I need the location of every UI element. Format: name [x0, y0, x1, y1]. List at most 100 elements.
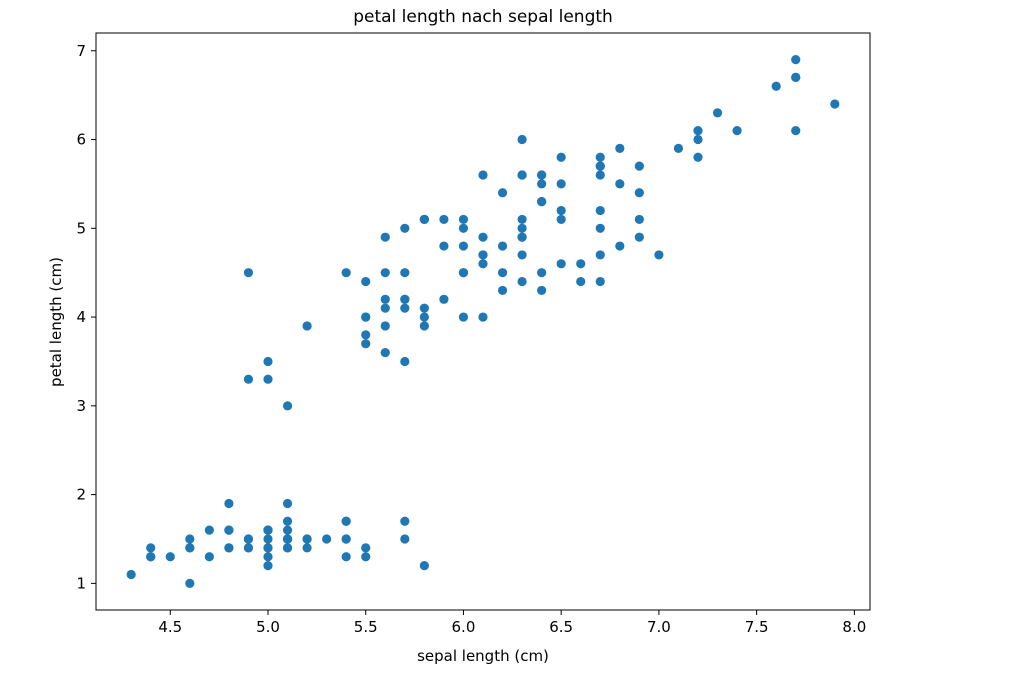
- data-point: [380, 347, 390, 358]
- data-point: [693, 126, 703, 136]
- data-point: [380, 321, 390, 331]
- data-point: [634, 232, 644, 242]
- y-tick-label: 6: [76, 131, 86, 149]
- data-point: [556, 179, 566, 189]
- data-point: [537, 197, 547, 207]
- data-point: [146, 552, 156, 562]
- data-point: [517, 134, 527, 145]
- data-point: [302, 534, 312, 544]
- data-point: [478, 312, 488, 322]
- data-point: [400, 303, 410, 313]
- data-point: [517, 250, 527, 260]
- data-point: [380, 294, 390, 304]
- data-point: [243, 543, 254, 553]
- data-point: [282, 498, 293, 509]
- data-point: [517, 214, 527, 225]
- data-point: [400, 516, 410, 526]
- data-point: [595, 170, 605, 180]
- data-point: [576, 259, 586, 269]
- data-point: [693, 152, 703, 162]
- x-tick-label: 6.0: [452, 618, 476, 636]
- data-point: [282, 401, 293, 411]
- data-point: [595, 161, 605, 171]
- data-point: [497, 241, 508, 251]
- data-point: [537, 179, 547, 189]
- data-point: [282, 543, 293, 553]
- y-tick-label: 7: [76, 42, 86, 60]
- data-point: [282, 525, 293, 535]
- data-point: [771, 81, 781, 91]
- data-point: [537, 170, 547, 180]
- data-point: [224, 498, 234, 509]
- data-point: [263, 552, 273, 562]
- data-point: [419, 214, 429, 225]
- data-point: [341, 552, 351, 562]
- chart-title: petal length nach sepal length: [353, 7, 613, 27]
- data-point: [595, 276, 605, 287]
- data-point: [556, 214, 566, 225]
- data-point: [165, 552, 175, 562]
- plot-area-frame: [95, 32, 871, 611]
- data-point: [458, 268, 469, 278]
- data-point: [458, 214, 469, 225]
- data-point: [400, 356, 410, 367]
- y-axis-ticks: 1 2 3 4 5 6 7: [76, 42, 96, 592]
- data-point: [517, 276, 527, 287]
- data-point: [478, 232, 488, 242]
- data-point: [282, 534, 293, 544]
- data-point: [537, 268, 547, 278]
- data-point: [693, 134, 703, 145]
- data-point: [634, 161, 644, 171]
- data-point: [497, 188, 508, 198]
- y-tick-label: 4: [76, 308, 86, 326]
- data-point: [185, 578, 195, 588]
- data-point: [439, 241, 449, 251]
- data-point: [517, 223, 527, 233]
- y-tick-label: 5: [76, 219, 86, 237]
- data-point: [732, 126, 742, 136]
- data-point: [419, 561, 429, 571]
- data-point: [302, 321, 312, 331]
- data-point: [576, 276, 586, 287]
- data-point: [458, 312, 469, 322]
- data-point: [380, 232, 390, 242]
- x-tick-label: 7.0: [647, 618, 671, 636]
- data-point: [673, 143, 684, 153]
- data-point: [204, 552, 214, 562]
- data-point: [224, 525, 234, 535]
- data-point: [185, 534, 195, 544]
- data-point: [615, 241, 625, 251]
- data-point: [361, 312, 371, 322]
- data-point: [400, 268, 410, 278]
- data-point: [400, 534, 410, 544]
- data-point: [341, 268, 351, 278]
- data-point: [556, 259, 566, 269]
- y-tick-label: 3: [76, 397, 86, 415]
- data-point: [615, 143, 625, 153]
- x-tick-label: 4.5: [158, 618, 182, 636]
- data-point: [458, 223, 469, 233]
- data-point: [380, 268, 390, 278]
- data-point: [712, 108, 723, 118]
- data-point: [791, 55, 801, 65]
- data-point: [478, 250, 488, 260]
- data-point: [595, 223, 605, 233]
- x-tick-label: 6.5: [549, 618, 573, 636]
- data-point: [478, 170, 488, 180]
- x-tick-label: 7.5: [745, 618, 769, 636]
- data-point: [458, 241, 469, 251]
- data-point: [263, 543, 273, 553]
- data-point: [282, 516, 293, 526]
- y-tick-label: 1: [76, 574, 86, 592]
- data-point: [361, 543, 371, 553]
- data-point: [146, 543, 156, 553]
- data-points: [126, 55, 840, 588]
- data-point: [595, 205, 605, 216]
- x-tick-label: 5.0: [256, 618, 280, 636]
- data-point: [361, 552, 371, 562]
- y-axis-label: petal length (cm): [47, 257, 65, 387]
- data-point: [322, 534, 332, 544]
- data-point: [400, 294, 410, 304]
- data-point: [537, 285, 547, 296]
